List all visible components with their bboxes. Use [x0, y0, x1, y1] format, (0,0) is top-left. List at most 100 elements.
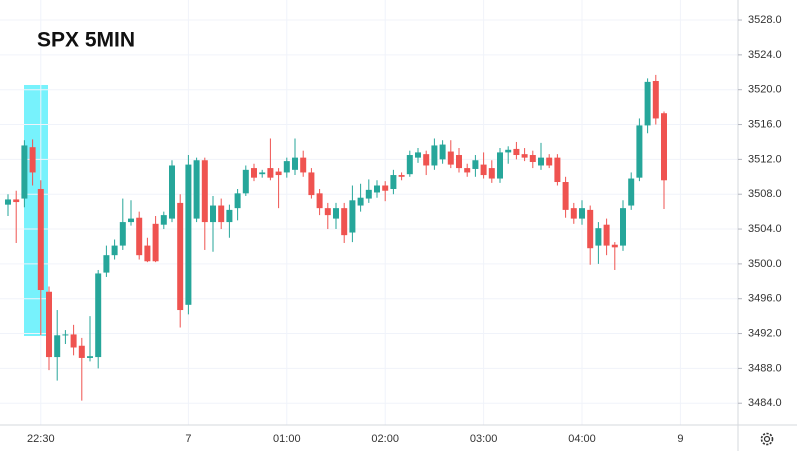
candle-body — [316, 193, 323, 209]
candle-body — [374, 185, 380, 193]
candle-body — [611, 244, 618, 248]
candle-body — [333, 208, 339, 219]
candle-body — [620, 208, 626, 246]
candle-body — [538, 157, 544, 166]
candle-body — [382, 185, 389, 191]
candles — [5, 74, 667, 401]
candle-body — [193, 160, 200, 219]
candle-body — [119, 222, 126, 246]
y-tick-label: 3500.0 — [748, 258, 782, 270]
candle-body — [210, 205, 216, 223]
x-tick-label: 22:30 — [27, 433, 55, 445]
candle-body — [54, 335, 61, 358]
candle-body — [505, 149, 512, 153]
candle-body — [562, 182, 569, 210]
candle-body — [464, 168, 471, 173]
candle-body — [103, 255, 110, 273]
candle-body — [136, 217, 143, 256]
candle-body — [357, 197, 364, 206]
candle-body — [595, 228, 602, 246]
candle-body — [546, 157, 553, 166]
candle-body — [292, 157, 298, 170]
candle-body — [37, 188, 44, 291]
candle-body — [62, 334, 69, 336]
candle-body — [201, 160, 208, 223]
y-tick-label: 3496.0 — [748, 293, 782, 305]
settings-button[interactable] — [760, 432, 774, 446]
y-tick-label: 3520.0 — [748, 84, 782, 96]
y-tick-label: 3512.0 — [748, 153, 782, 165]
candle-body — [226, 209, 233, 223]
chart-title: SPX 5MIN — [37, 29, 135, 52]
candle-body — [423, 154, 430, 166]
candle-body — [447, 151, 454, 165]
x-tick-label: 02:00 — [371, 433, 399, 445]
candle-body — [5, 199, 11, 205]
y-tick-label: 3492.0 — [748, 327, 782, 339]
x-tick-label: 01:00 — [273, 433, 301, 445]
candle-body — [251, 168, 257, 178]
candle-body — [554, 157, 561, 183]
candle-body — [111, 245, 118, 256]
candle-body — [579, 208, 585, 219]
candle-body — [497, 152, 503, 179]
candle-body — [324, 208, 331, 216]
x-tick-label: 03:00 — [470, 433, 498, 445]
candle-body — [365, 189, 372, 199]
x-tick-label: 9 — [677, 433, 683, 445]
candle-body — [152, 223, 159, 262]
candle-body — [529, 155, 536, 162]
y-tick-label: 3528.0 — [748, 14, 782, 26]
y-tick-label: 3524.0 — [748, 49, 782, 61]
candle-body — [300, 157, 307, 173]
candle-body — [406, 155, 413, 175]
highlight-region — [24, 85, 48, 336]
candle-body — [390, 175, 397, 189]
candle-body — [513, 148, 520, 156]
candle-body — [587, 209, 594, 249]
candle-body — [13, 199, 20, 203]
candle-body — [29, 147, 36, 173]
candle-body — [603, 224, 610, 246]
candle-body — [259, 172, 266, 175]
candle-body — [456, 155, 462, 169]
candle-body — [128, 218, 134, 223]
candle-body — [308, 172, 315, 196]
y-tick-label: 3488.0 — [748, 362, 782, 374]
candle-body — [415, 152, 421, 158]
candle-body — [521, 154, 528, 158]
candle-body — [661, 113, 667, 181]
candle-body — [70, 334, 77, 348]
candle-body — [21, 145, 28, 199]
candle-body — [283, 161, 290, 173]
candle-body — [398, 175, 405, 177]
candle-body — [46, 291, 52, 358]
candle-body — [144, 245, 151, 262]
candle-body — [87, 356, 93, 358]
candle-body — [218, 205, 225, 223]
candle-body — [267, 168, 274, 178]
candle-body — [185, 164, 192, 305]
candle-body — [652, 80, 659, 119]
candle-body — [78, 345, 85, 358]
candle-body — [234, 193, 241, 209]
candle-body — [177, 202, 184, 311]
candle-body — [95, 273, 102, 358]
candle-body — [275, 171, 282, 176]
y-tick-label: 3484.0 — [748, 397, 782, 409]
candle-body — [169, 165, 175, 219]
candle-body — [349, 200, 356, 233]
candle-body — [480, 164, 487, 176]
y-tick-label: 3516.0 — [748, 118, 782, 130]
candle-body — [341, 208, 348, 236]
candle-body — [570, 208, 577, 219]
candle-body — [472, 160, 479, 169]
candle-body — [439, 144, 446, 160]
x-tick-label: 04:00 — [568, 433, 596, 445]
candle-body — [488, 168, 495, 179]
y-tick-label: 3504.0 — [748, 223, 782, 235]
y-tick-label: 3508.0 — [748, 188, 782, 200]
candle-body — [628, 178, 635, 206]
grid — [0, 0, 738, 425]
